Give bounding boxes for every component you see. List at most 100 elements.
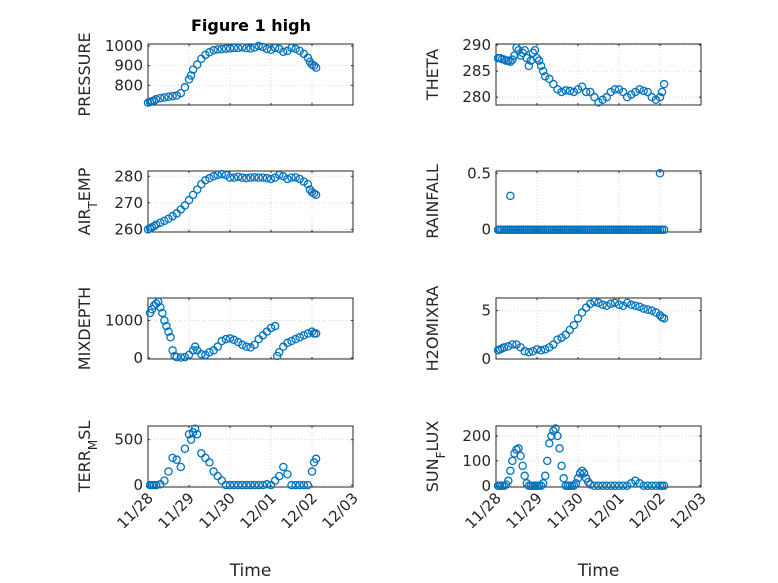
data-point — [250, 340, 259, 350]
data-point — [643, 305, 652, 314]
data-point — [160, 316, 169, 325]
data-point — [635, 85, 644, 94]
data-point — [283, 174, 292, 184]
data-point — [311, 190, 321, 200]
data-point — [553, 431, 562, 441]
data-point — [145, 224, 155, 233]
y-axis-label-part: H2OMIXRA — [423, 286, 442, 372]
data-point — [266, 323, 276, 333]
data-point — [188, 190, 198, 200]
data-point — [639, 481, 648, 491]
data-point — [659, 481, 669, 491]
data-point — [229, 43, 239, 53]
data-point — [172, 455, 181, 464]
data-point — [180, 444, 190, 454]
x-tick-label: 12/02 — [278, 489, 321, 532]
x-tick-label: 12/01 — [585, 489, 628, 532]
data-point — [530, 46, 540, 55]
data-point — [242, 480, 251, 490]
data-point — [233, 43, 243, 53]
data-point — [594, 481, 603, 491]
data-point — [213, 342, 222, 351]
x-tick-label: 12/02 — [626, 489, 669, 532]
data-point — [536, 346, 546, 355]
x-tick-label: 11/28 — [114, 489, 157, 532]
axes-box — [147, 297, 354, 360]
data-point — [549, 340, 558, 349]
axes-box — [495, 43, 702, 106]
x-tick-label: 11/30 — [544, 489, 587, 532]
data-point — [499, 481, 509, 491]
data-point — [543, 456, 552, 466]
data-point — [233, 480, 243, 490]
data-point — [586, 87, 595, 97]
data-point — [512, 445, 521, 454]
data-point — [184, 429, 194, 439]
data-point — [254, 480, 263, 490]
data-point — [242, 173, 251, 183]
data-point — [598, 481, 607, 491]
x-tick-label: 11/29 — [155, 489, 198, 532]
data-point — [657, 87, 667, 97]
data-point — [573, 474, 583, 483]
x-tick-label: 11/28 — [462, 489, 505, 532]
data-point — [504, 476, 513, 486]
data-point — [238, 480, 247, 490]
subplot-rainfall: 0 0.5 RAINFALL — [423, 164, 702, 239]
y-axis-label-part: THETA — [423, 49, 442, 101]
data-point — [598, 300, 607, 310]
data-point — [238, 173, 247, 182]
data-point — [229, 480, 239, 490]
data-point — [586, 299, 595, 309]
data-point — [303, 180, 313, 189]
data-point — [221, 334, 231, 344]
data-point — [631, 301, 640, 310]
data-point — [555, 444, 564, 453]
x-axis-label: Time — [577, 561, 620, 581]
data-point — [540, 345, 550, 354]
data-point — [238, 43, 247, 52]
data-point — [291, 334, 300, 344]
data-point — [217, 44, 227, 54]
data-point — [510, 51, 519, 60]
data-point — [540, 471, 550, 481]
x-tick-label: 12/03 — [319, 489, 362, 532]
data-point — [160, 476, 169, 485]
y-axis-label-part: SUN — [423, 458, 442, 492]
data-point — [528, 347, 538, 356]
data-point — [518, 461, 527, 471]
y-tick-label: 280 — [462, 88, 491, 106]
data-point — [262, 173, 272, 183]
data-point — [166, 333, 175, 342]
y-tick-label: 0 — [481, 477, 491, 495]
data-point — [551, 424, 560, 433]
data-point — [311, 329, 321, 338]
data-point — [295, 333, 304, 342]
data-point — [577, 82, 587, 92]
data-point — [549, 79, 558, 89]
data-point — [156, 303, 165, 312]
y-tick-label: 800 — [114, 76, 143, 94]
data-point — [172, 352, 181, 362]
y-axis-label-part: F — [434, 451, 448, 458]
data-point — [311, 454, 321, 464]
data-point — [311, 63, 321, 72]
data-point — [172, 91, 181, 100]
data-point — [217, 336, 227, 346]
data-point — [569, 320, 579, 330]
data-point — [180, 83, 190, 92]
data-point — [270, 476, 280, 485]
data-point — [201, 176, 210, 185]
data-point — [192, 429, 202, 439]
data-point — [508, 55, 517, 64]
data-point — [602, 92, 611, 102]
y-tick-label: 900 — [114, 57, 143, 75]
axes-box — [495, 170, 702, 233]
subplot-airtemp: 260 270 280 AIRTEMP — [75, 167, 354, 238]
data-point — [205, 173, 214, 183]
data-point — [547, 431, 556, 441]
subplot-terrmsl: 0 500 TERRMSL 11/2811/2911/3012/0112/0212/0… — [75, 421, 362, 581]
y-tick-label: 200 — [462, 427, 491, 445]
data-point — [164, 92, 173, 101]
data-point — [610, 481, 620, 491]
